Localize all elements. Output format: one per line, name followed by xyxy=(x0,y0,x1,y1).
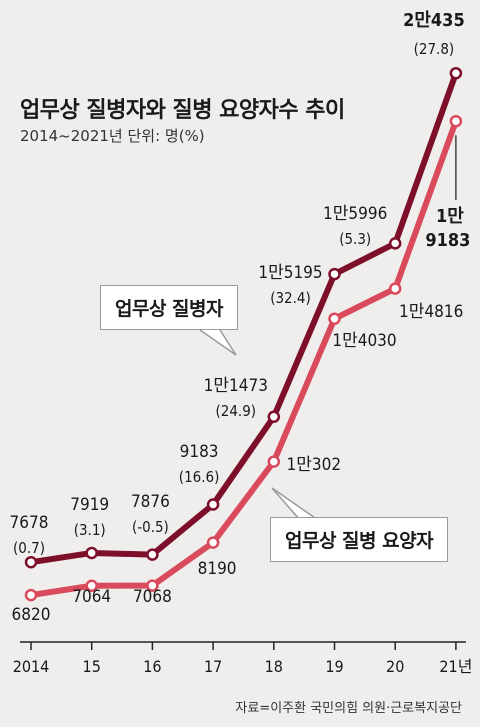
x-tick-label: 2014 xyxy=(13,657,50,676)
data-point-care xyxy=(85,579,98,592)
data-point-care xyxy=(388,282,402,295)
data-point-injured xyxy=(328,267,341,281)
data-label-injured-change: (-0.5) xyxy=(132,518,169,536)
x-tick-label: 19 xyxy=(325,657,343,676)
data-point-care xyxy=(24,588,38,602)
data-label-injured-change: (24.9) xyxy=(216,402,257,420)
data-label-care-value: 6820 xyxy=(12,605,51,625)
data-label-injured-change: (32.4) xyxy=(270,289,311,307)
data-label-care-value: 1만4030 xyxy=(332,331,396,351)
data-label-injured-value: 7876 xyxy=(131,492,170,512)
legend-pointer-injured xyxy=(199,329,237,356)
x-tick-label: 15 xyxy=(83,657,101,676)
data-label-injured-change: (3.1) xyxy=(74,521,106,539)
data-point-injured xyxy=(146,548,159,561)
x-tick-label: 16 xyxy=(143,657,161,676)
data-point-care xyxy=(328,312,341,325)
x-tick-label: 20 xyxy=(386,657,404,676)
data-label-injured-value: 9183 xyxy=(180,442,219,462)
data-point-care xyxy=(206,536,220,549)
data-point-care xyxy=(267,455,281,468)
data-label-injured-change: (0.7) xyxy=(13,539,45,557)
chart-title: 업무상 질병자와 질병 요양자수 추이 xyxy=(20,98,345,123)
data-label-injured-change: (16.6) xyxy=(179,468,220,486)
data-label-injured-value: 2만435 xyxy=(403,10,465,31)
data-label-care-value: 7064 xyxy=(72,587,111,607)
source-note: 자료=이주환 국민의힘 의원·근로복지공단 xyxy=(235,701,462,716)
series-line-care xyxy=(30,120,459,599)
data-label-injured-value: 7678 xyxy=(10,513,49,533)
data-label-care-value: 7068 xyxy=(133,587,172,607)
data-point-injured xyxy=(24,555,38,569)
data-label-care-value: 1만302 xyxy=(287,455,342,475)
data-point-care xyxy=(146,579,159,592)
data-point-injured xyxy=(206,498,220,511)
data-label-injured-value: 1만5996 xyxy=(323,204,387,224)
data-label-care-value: 9183 xyxy=(425,230,470,251)
data-label-care-value: 1만 xyxy=(436,206,464,227)
x-tick-label: 21년 xyxy=(439,657,472,676)
x-tick-label: 17 xyxy=(204,657,222,676)
data-point-injured xyxy=(85,546,98,560)
data-label-care-value: 1만4816 xyxy=(399,302,463,322)
data-point-injured xyxy=(267,410,281,423)
data-point-care xyxy=(449,114,463,128)
data-label-injured-change: (5.3) xyxy=(339,230,371,248)
chart-subtitle: 2014~2021년 단위: 명(%) xyxy=(20,127,205,145)
x-tick-label: 18 xyxy=(265,657,283,676)
data-label-care-value: 8190 xyxy=(198,559,237,579)
data-label-injured-value: 1만1473 xyxy=(204,376,268,396)
legend-label-care: 업무상 질병 요양자 xyxy=(270,517,449,562)
data-label-injured-value: 1만5195 xyxy=(258,263,322,283)
legend-label-injured: 업무상 질병자 xyxy=(100,285,238,330)
data-point-injured xyxy=(449,66,463,80)
legend-pointer-care xyxy=(271,487,319,521)
data-point-injured xyxy=(388,237,402,250)
series-line-injured xyxy=(30,72,459,566)
data-label-injured-value: 7919 xyxy=(70,495,109,515)
data-label-injured-change: (27.8) xyxy=(414,40,455,58)
